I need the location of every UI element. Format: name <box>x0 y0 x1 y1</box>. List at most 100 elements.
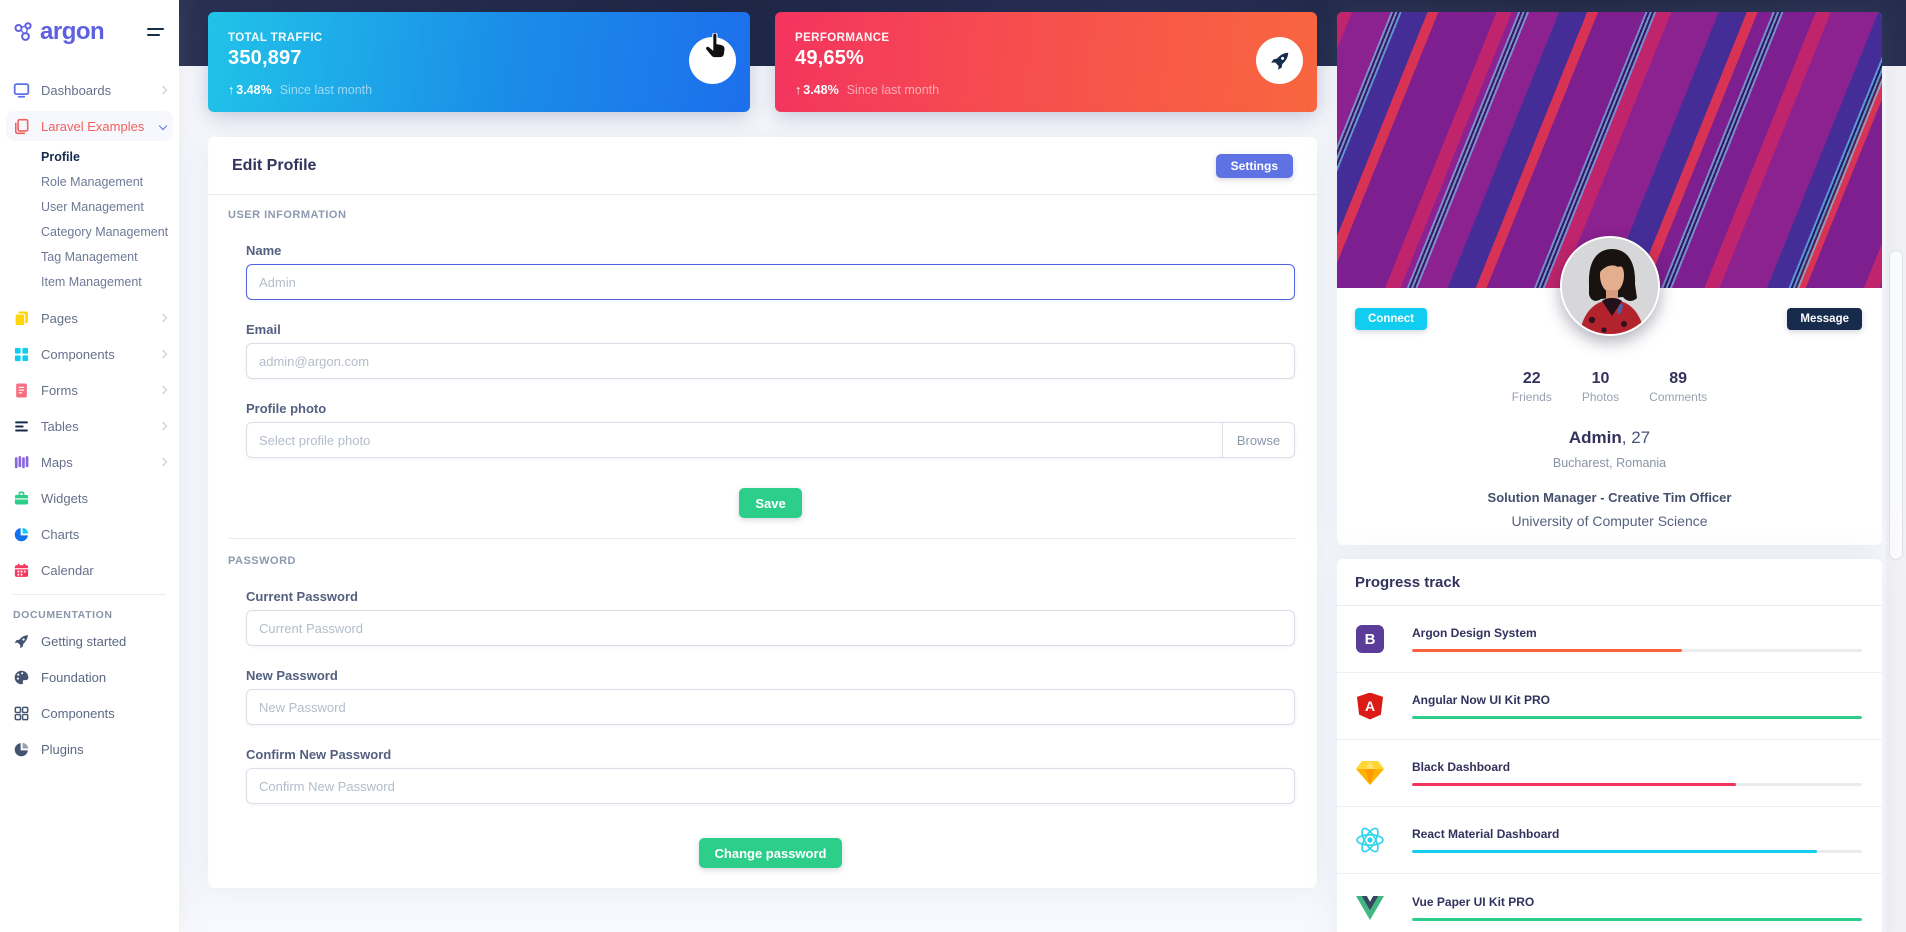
sidebar-item-forms[interactable]: Forms <box>0 372 179 408</box>
list-item[interactable]: A Angular Now UI Kit PRO <box>1337 673 1882 740</box>
sidebar-item-label: Laravel Examples <box>41 118 145 134</box>
progress-bar-fill <box>1412 850 1817 853</box>
list-item[interactable]: Vue Paper UI Kit PRO <box>1337 874 1882 932</box>
sidebar-item-label: Calendar <box>41 562 94 578</box>
sidebar-item-charts[interactable]: Charts <box>0 516 179 552</box>
sidebar-item-label: Maps <box>41 454 73 470</box>
save-button[interactable]: Save <box>739 488 802 518</box>
sidenav-toggler-icon[interactable] <box>145 24 166 40</box>
sidebar-item-components[interactable]: Components <box>0 336 179 372</box>
connect-button[interactable]: Connect <box>1355 308 1427 330</box>
password-heading: PASSWORD <box>228 555 296 567</box>
sidebar-subitem-tag-management[interactable]: Tag Management <box>41 249 138 264</box>
brand-logo[interactable]: argon <box>40 18 105 45</box>
palette-icon <box>13 669 30 686</box>
list-item[interactable]: B Argon Design System <box>1337 606 1882 673</box>
confirm-password-input[interactable] <box>246 768 1295 804</box>
new-password-input[interactable] <box>246 689 1295 725</box>
stat-label: Comments <box>1649 390 1708 404</box>
sidebar-item-widgets[interactable]: Widgets <box>0 480 179 516</box>
pages-icon <box>13 310 30 327</box>
progress-bar-track <box>1412 649 1862 652</box>
stat-label: Friends <box>1511 390 1552 404</box>
sidebar-item-dashboards[interactable]: Dashboards <box>0 72 179 108</box>
sidebar-logo-row: argon <box>0 0 179 64</box>
profile-photo-file-input[interactable]: Select profile photo Browse <box>246 422 1295 458</box>
list-item[interactable]: Black Dashboard <box>1337 740 1882 807</box>
settings-button[interactable]: Settings <box>1215 153 1293 178</box>
align-left-icon <box>13 418 30 435</box>
avatar[interactable] <box>1559 236 1660 336</box>
avatar-portrait <box>1561 238 1658 334</box>
sidebar-item-label: Widgets <box>41 490 88 506</box>
new-password-label: New Password <box>246 668 338 683</box>
profile-education: University of Computer Science <box>1511 513 1708 529</box>
stat-count: 89 <box>1669 370 1688 387</box>
bootstrap-icon: B <box>1355 624 1385 654</box>
progress-bar-fill <box>1412 783 1736 786</box>
stat-delta-period: Since last month <box>846 83 940 97</box>
sidebar-subitem-role-management[interactable]: Role Management <box>41 174 144 189</box>
sidebar-item-calendar[interactable]: Calendar <box>0 552 179 588</box>
profile-age: , 27 <box>1621 428 1651 447</box>
progress-bar-fill <box>1412 649 1682 652</box>
sidebar-item-pages[interactable]: Pages <box>0 300 179 336</box>
sidebar-subitem-category-management[interactable]: Category Management <box>41 224 169 239</box>
stat-title: TOTAL TRAFFIC <box>228 32 323 44</box>
change-password-button[interactable]: Change password <box>698 838 843 868</box>
chevron-right-icon <box>158 85 168 95</box>
sidebar-item-tables[interactable]: Tables <box>0 408 179 444</box>
sidebar-item-foundation[interactable]: Foundation <box>0 659 179 695</box>
stat-title: PERFORMANCE <box>795 32 890 44</box>
sidebar-subitem-profile[interactable]: Profile <box>41 149 80 164</box>
project-title: Angular Now UI Kit PRO <box>1412 693 1550 707</box>
profile-name-text: Admin <box>1568 428 1622 447</box>
sketch-icon <box>1355 758 1385 788</box>
sidebar-subitem-item-management[interactable]: Item Management <box>41 274 142 289</box>
stat-icon-circle <box>1256 37 1303 84</box>
argon-logo-icon <box>14 22 32 41</box>
chevron-right-icon <box>158 385 168 395</box>
rocket-icon <box>1270 52 1288 70</box>
sidebar-subitem-user-management[interactable]: User Management <box>41 199 144 214</box>
sidebar-item-plugins[interactable]: Plugins <box>0 731 179 767</box>
pie-chart-icon <box>13 526 30 543</box>
stat-count: 10 <box>1591 370 1610 387</box>
arrow-up-icon: ↑ <box>228 83 235 97</box>
sidebar-item-maps[interactable]: Maps <box>0 444 179 480</box>
sidebar-item-label: Components <box>41 346 115 362</box>
name-input[interactable] <box>246 264 1295 300</box>
documentation-heading: DOCUMENTATION <box>13 609 113 621</box>
current-password-label: Current Password <box>246 589 358 604</box>
progress-track-title: Progress track <box>1355 573 1461 591</box>
list-item[interactable]: React Material Dashboard <box>1337 807 1882 874</box>
profile-location: Bucharest, Romania <box>1552 456 1667 470</box>
stat-value: 350,897 <box>228 47 302 69</box>
email-input[interactable] <box>246 343 1295 379</box>
sidebar-item-label: Charts <box>41 526 80 542</box>
angular-logo-letter: A <box>1357 692 1383 720</box>
document-icon <box>13 382 30 399</box>
photos-stat: 10 Photos <box>1582 370 1619 404</box>
profile-stats: 22 Friends 10 Photos 89 Comments <box>1337 370 1882 404</box>
sidebar-item-laravel-examples[interactable]: Laravel Examples <box>6 111 173 141</box>
browse-button[interactable]: Browse <box>1222 423 1294 457</box>
sidebar-nav: Dashboards Laravel Examples Profile Role… <box>0 72 179 767</box>
user-profile-card: Connect Message 22 Friends 10 Photos 89 … <box>1337 12 1882 545</box>
edit-profile-card: Edit Profile Settings USER INFORMATION N… <box>208 137 1317 888</box>
stat-delta: ↑ 3.48% Since last month <box>795 83 1297 97</box>
scrollbar-thumb[interactable] <box>1889 250 1903 560</box>
chevron-down-icon <box>158 121 168 131</box>
chevron-right-icon <box>158 349 168 359</box>
sidebar-item-getting-started[interactable]: Getting started <box>0 623 179 659</box>
pie-chart-icon <box>13 741 30 758</box>
current-password-input[interactable] <box>246 610 1295 646</box>
progress-bar-fill <box>1412 716 1862 719</box>
stat-delta: ↑ 3.48% Since last month <box>228 83 730 97</box>
message-button[interactable]: Message <box>1787 308 1862 330</box>
progress-bar-track <box>1412 783 1862 786</box>
progress-bar-track <box>1412 716 1862 719</box>
chevron-right-icon <box>158 457 168 467</box>
sidebar-item-components-doc[interactable]: Components <box>0 695 179 731</box>
scrollbar-track[interactable] <box>1886 66 1906 932</box>
